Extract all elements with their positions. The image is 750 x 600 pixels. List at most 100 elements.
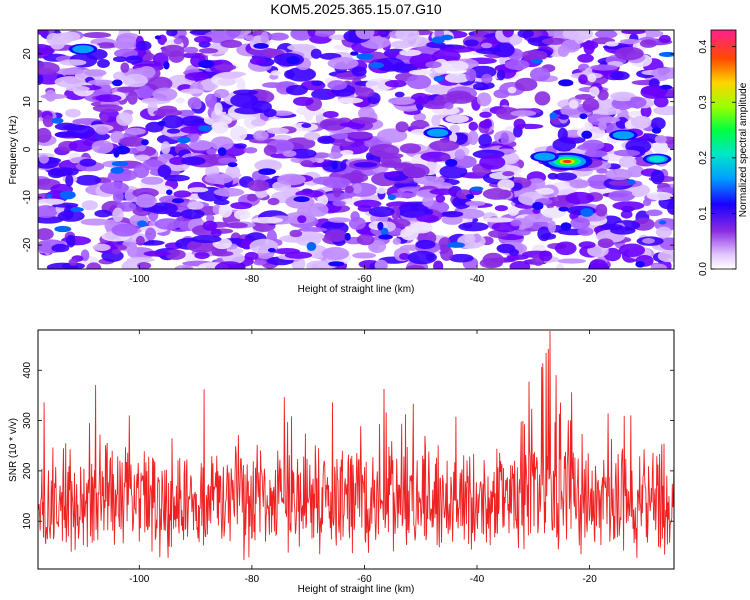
- spectrogram-x-label: Height of straight line (km): [298, 284, 415, 295]
- heatmap-cell: [658, 34, 671, 44]
- heatmap-cell: [135, 40, 152, 51]
- heatmap-cell: [422, 195, 434, 207]
- heatmap-cell: [154, 218, 182, 230]
- heatmap-cell: [166, 189, 173, 195]
- heatmap-cell: [307, 202, 329, 217]
- heatmap-cell: [558, 206, 569, 212]
- heatmap-cell: [310, 48, 322, 59]
- heatmap-cell: [42, 115, 54, 128]
- heatmap-cell: [111, 161, 129, 167]
- heatmap-cell: [187, 187, 209, 193]
- heatmap-cell: [640, 85, 667, 99]
- heatmap-cell: [502, 171, 515, 177]
- heatmap-cell: [413, 176, 445, 185]
- heatmap-cell: [59, 59, 87, 66]
- heatmap-cell: [483, 118, 492, 126]
- heatmap-cell: [608, 190, 636, 202]
- heatmap-cell: [331, 160, 338, 170]
- heatmap-cell: [331, 133, 349, 140]
- heatmap-cell: [344, 185, 354, 194]
- heatmap-cell: [589, 259, 608, 269]
- heatmap-cell: [394, 91, 405, 98]
- heatmap-cell: [135, 235, 145, 246]
- heatmap-cell: [449, 124, 461, 133]
- heatmap-cell: [653, 105, 674, 116]
- colorbar-label: Normalized spectral amplitude: [738, 82, 749, 217]
- heatmap-cell: [225, 165, 241, 179]
- heatmap-cell: [262, 82, 283, 89]
- heatmap-cell: [253, 259, 267, 266]
- heatmap-cell: [650, 263, 668, 269]
- heatmap-cell: [558, 114, 569, 120]
- heatmap-cell: [282, 150, 297, 158]
- heatmap-cell: [247, 179, 270, 192]
- heatmap-cell: [301, 122, 312, 128]
- heatmap-cell: [667, 139, 674, 150]
- heatmap-cell: [570, 217, 590, 230]
- heatmap-cell: [581, 130, 593, 139]
- heatmap-cell: [584, 150, 608, 158]
- heatmap-cell: [549, 112, 558, 120]
- heatmap-cell: [124, 127, 146, 135]
- heatmap-cell: [598, 120, 607, 131]
- heatmap-cell: [312, 30, 336, 37]
- heatmap-cell: [639, 39, 657, 48]
- heatmap-cell: [226, 222, 248, 229]
- heatmap-cell: [184, 72, 209, 81]
- heatmap-cell: [444, 72, 471, 83]
- heatmap-cell: [631, 190, 644, 197]
- heatmap-cell: [365, 78, 394, 91]
- spectrogram-y-label: Frequency (Hz): [8, 116, 19, 185]
- y-tick-label: 10: [22, 96, 33, 108]
- heatmap-cell: [447, 242, 465, 248]
- heatmap-cell: [230, 201, 253, 210]
- heatmap-cell: [258, 168, 276, 175]
- heatmap-cell: [194, 251, 210, 260]
- heatmap-cell: [547, 172, 559, 180]
- heatmap-cell: [92, 243, 111, 252]
- heatmap-cell: [311, 80, 324, 87]
- snr-x-ticks: -100 -80 -60 -40 -20: [129, 330, 597, 585]
- heatmap-cell: [407, 250, 437, 265]
- snr-panel: -100 -80 -60 -40 -20 100 200 300 400 Height of …: [8, 329, 675, 595]
- x-tick-label: -100: [129, 574, 149, 585]
- heatmap-cell: [233, 209, 251, 220]
- heatmap-cell: [180, 88, 204, 94]
- heatmap-cell: [321, 247, 350, 261]
- heatmap-cell: [226, 30, 242, 38]
- heatmap-cell: [605, 41, 619, 47]
- heatmap-cell: [327, 57, 359, 70]
- heatmap-cell: [177, 136, 191, 144]
- heatmap-cell: [188, 139, 213, 151]
- x-tick-label: -40: [470, 274, 485, 285]
- heatmap-cell: [445, 159, 458, 167]
- heatmap-cell: [122, 73, 148, 88]
- heatmap-cell: [163, 174, 190, 182]
- heatmap-cell: [147, 76, 173, 91]
- colorbar-tick-label: 0.4: [698, 39, 709, 53]
- colorbar-tick-label: 0.1: [698, 206, 709, 220]
- heatmap-cell: [408, 69, 433, 76]
- heatmap-cell: [441, 214, 464, 225]
- colorbar-ticks: 0.0 0.1 0.2 0.3 0.4: [698, 39, 736, 276]
- heatmap-cell: [111, 223, 138, 237]
- heatmap-cell: [473, 82, 489, 91]
- heatmap-cell: [387, 194, 397, 200]
- heatmap-cell: [439, 164, 468, 179]
- heatmap-cell: [290, 30, 313, 41]
- heatmap-cell: [452, 195, 472, 210]
- heatmap-cell: [468, 121, 479, 131]
- heatmap-cell: [332, 200, 346, 207]
- heatmap-cell: [494, 205, 508, 212]
- heatmap-cell: [293, 96, 314, 106]
- heatmap-cell: [618, 156, 637, 168]
- heatmap-cell: [465, 68, 477, 82]
- heatmap-cell: [534, 91, 551, 106]
- heatmap-cell: [59, 31, 81, 42]
- heatmap-cell: [547, 220, 557, 234]
- heatmap-cell: [125, 55, 143, 64]
- heatmap-cell: [327, 217, 351, 223]
- heatmap-cell: [211, 250, 234, 257]
- heatmap-cell: [217, 157, 238, 164]
